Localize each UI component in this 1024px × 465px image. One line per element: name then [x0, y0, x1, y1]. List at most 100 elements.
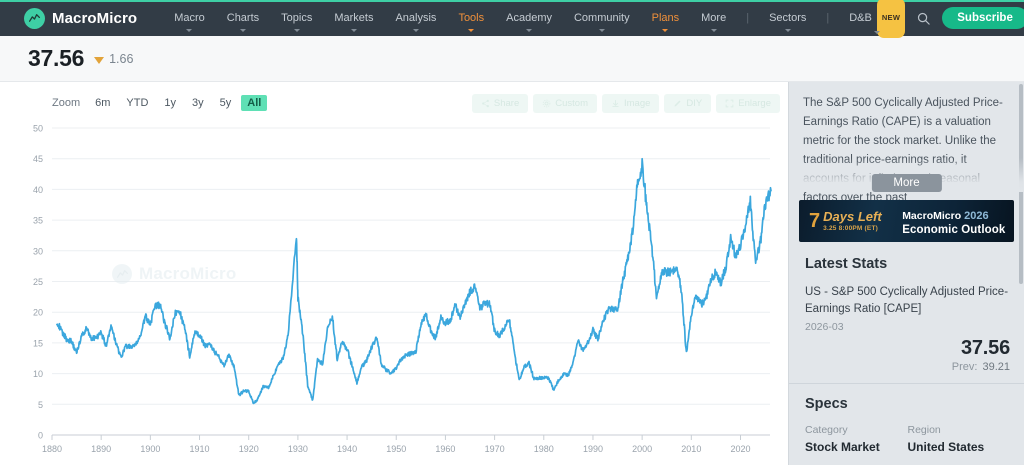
- nav-label: Sectors: [769, 12, 807, 24]
- nav-item-macro[interactable]: Macro: [163, 0, 216, 36]
- y-axis-tick-label: 20: [33, 308, 43, 318]
- macromicro-logo-icon: [24, 7, 45, 29]
- enlarge-label: Enlarge: [738, 97, 771, 109]
- zoom-range-6m[interactable]: 6m: [95, 97, 111, 109]
- search-icon[interactable]: [916, 11, 931, 26]
- brand-name: MacroMicro: [52, 9, 138, 27]
- image-label: Image: [624, 97, 651, 109]
- nav-item-sectors[interactable]: Sectors: [758, 0, 817, 36]
- promo-brand: MacroMicro: [902, 210, 962, 222]
- series-line-CAPE[interactable]: [56, 157, 772, 405]
- specs-title: Specs: [805, 396, 848, 412]
- x-axis-tick-label: 1990: [583, 444, 603, 454]
- chart-panel: Zoom 6m YTD 1y 3y 5y All Share Custom Im…: [0, 82, 788, 465]
- latest-stats-value: 37.56: [960, 337, 1010, 359]
- share-label: Share: [493, 97, 520, 109]
- price-header-bar: 37.56 1.66: [0, 36, 1024, 82]
- nav-item-charts[interactable]: Charts: [216, 0, 270, 36]
- x-axis-tick-label: 1920: [239, 444, 259, 454]
- x-axis-tick-label: 1970: [485, 444, 505, 454]
- sidebar-divider: [789, 383, 1024, 384]
- y-axis-tick-label: 5: [38, 400, 43, 410]
- prev-value: 39.21: [982, 361, 1010, 373]
- nav-label: Plans: [651, 12, 680, 24]
- nav-label: Charts: [226, 12, 260, 24]
- promo-days-number: 7: [809, 209, 821, 232]
- spec-category: Category Stock Market: [805, 424, 908, 454]
- nav-label: Academy: [506, 12, 552, 24]
- nav-item-academy[interactable]: Academy: [495, 0, 563, 36]
- y-axis-tick-label: 35: [33, 216, 43, 226]
- chevron-down-icon: [412, 29, 419, 32]
- nav-label: Topics: [281, 12, 313, 24]
- enlarge-button[interactable]: Enlarge: [716, 93, 780, 113]
- promo-year: 2026: [964, 210, 989, 222]
- nav-item-tools[interactable]: Tools: [447, 0, 495, 36]
- zoom-label: Zoom: [52, 97, 81, 109]
- x-axis-tick-label: 2020: [730, 444, 750, 454]
- chevron-down-icon: [710, 29, 717, 32]
- spec-region: Region United States: [908, 424, 1011, 454]
- share-button[interactable]: Share: [471, 93, 529, 113]
- promo-banner-right: MacroMicro 2026 Economic Outlook: [902, 206, 1014, 236]
- cape-line-chart[interactable]: 0 5 10 15 20 25 30 35 40 45 50 1880 1890 1900 1910 1920…: [0, 120, 788, 465]
- page-content: Zoom 6m YTD 1y 3y 5y All Share Custom Im…: [0, 82, 1024, 465]
- nav-label: Analysis: [395, 12, 437, 24]
- nav-menu: Macro Charts Topics Markets Analysis Too…: [163, 0, 916, 38]
- image-button[interactable]: Image: [602, 93, 660, 113]
- chevron-down-icon: [526, 29, 533, 32]
- y-axis-tick-label: 50: [33, 124, 43, 134]
- nav-item-analysis[interactable]: Analysis: [384, 0, 447, 36]
- nav-separator-2: |: [826, 12, 830, 24]
- custom-button[interactable]: Custom: [533, 93, 597, 113]
- prev-label: Prev:: [951, 361, 978, 373]
- chevron-down-icon: [784, 29, 791, 32]
- x-axis-tick-label: 2010: [681, 444, 701, 454]
- more-button[interactable]: More: [871, 174, 942, 192]
- top-navbar: MacroMicro Macro Charts Topics Markets A…: [0, 0, 1024, 38]
- nav-item-markets[interactable]: Markets: [323, 0, 384, 36]
- latest-stats-prev: Prev: 39.21: [805, 361, 1010, 373]
- change-value: 1.66: [109, 51, 134, 66]
- promo-days-left-text: Days Left: [823, 209, 882, 225]
- zoom-range-5y[interactable]: 5y: [219, 97, 232, 109]
- nav-item-more[interactable]: More: [690, 0, 737, 36]
- subscribe-button[interactable]: Subscribe: [942, 7, 1024, 29]
- promo-banner-left: 7 Days Left 3.25 8:00PM (ET): [799, 209, 902, 232]
- x-axis-tick-label: 1980: [534, 444, 554, 454]
- description-box: The S&P 500 Cyclically Adjusted Price-Ea…: [789, 82, 1024, 204]
- zoom-range-ytd[interactable]: YTD: [126, 97, 149, 109]
- latest-stats-section: Latest Stats US - S&P 500 Cyclically Adj…: [789, 242, 1024, 373]
- nav-label: Macro: [174, 12, 205, 24]
- gear-icon: [542, 99, 551, 107]
- chevron-down-icon: [239, 29, 246, 32]
- download-icon: [612, 99, 619, 107]
- x-axis-tick-label: 1890: [91, 444, 111, 454]
- x-axis-tick-label: 1960: [435, 444, 455, 454]
- promo-banner[interactable]: 7 Days Left 3.25 8:00PM (ET) MacroMicro 2…: [799, 200, 1014, 242]
- nav-item-community[interactable]: Community: [563, 0, 641, 36]
- share-icon: [482, 99, 489, 107]
- zoom-range-all[interactable]: All: [241, 95, 268, 111]
- spec-category-value: Stock Market: [805, 440, 880, 454]
- nav-label: More: [701, 12, 727, 24]
- diy-button[interactable]: DIY: [664, 93, 712, 113]
- chart-action-buttons: Share Custom Image DIY Enlarge: [471, 93, 780, 113]
- brand-logo-link[interactable]: MacroMicro: [24, 7, 138, 29]
- zoom-range-1y[interactable]: 1y: [164, 97, 177, 109]
- nav-item-topics[interactable]: Topics: [270, 0, 323, 36]
- x-axis-tick-label: 2000: [632, 444, 652, 454]
- chevron-down-icon: [186, 29, 193, 32]
- x-axis-tick-label: 1950: [386, 444, 406, 454]
- promo-title: Economic Outlook: [902, 224, 1006, 236]
- nav-label: Community: [573, 12, 630, 24]
- chart-toolbar: Zoom 6m YTD 1y 3y 5y All Share Custom Im…: [0, 92, 788, 114]
- nav-item-db[interactable]: D&B NEW: [838, 0, 916, 38]
- chart-plot-area[interactable]: 0 5 10 15 20 25 30 35 40 45 50 1880 1890 1900 1910 1920…: [0, 120, 788, 465]
- nav-item-plans[interactable]: Plans: [641, 0, 691, 36]
- x-axis-tick-label: 1880: [42, 444, 62, 454]
- spec-region-key: Region: [907, 424, 941, 436]
- zoom-range-3y[interactable]: 3y: [192, 97, 204, 109]
- y-axis-tick-label: 45: [33, 154, 43, 164]
- specs-columns: Category Stock Market Region United Stat…: [805, 424, 1010, 454]
